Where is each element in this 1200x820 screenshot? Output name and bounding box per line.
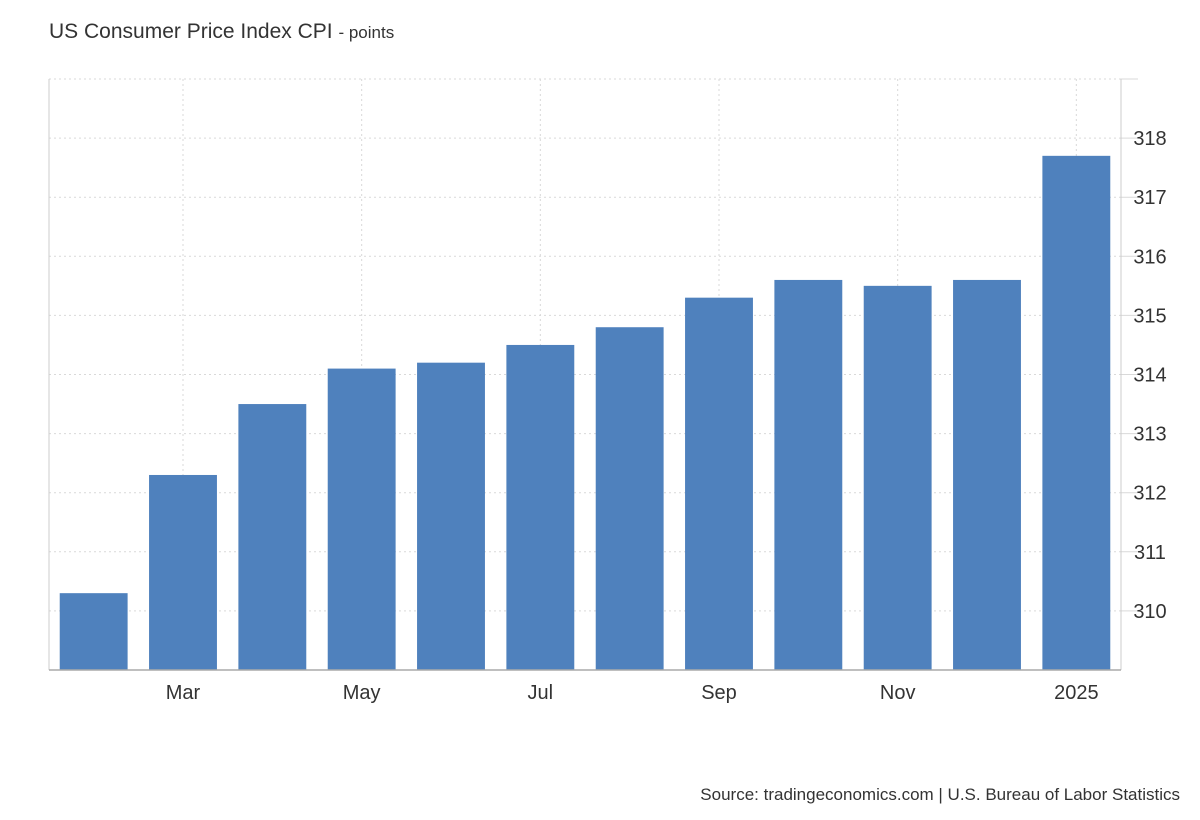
y-tick-label: 318	[1133, 128, 1166, 150]
y-tick-label: 311	[1134, 542, 1166, 564]
x-axis-ticks: Mar May Jul Sep Nov 2025	[166, 682, 1099, 704]
x-tick-label: May	[343, 682, 381, 704]
y-tick-label: 314	[1133, 365, 1166, 387]
x-tick-label: Nov	[880, 682, 916, 704]
y-tick-label: 312	[1133, 483, 1166, 505]
bar	[59, 593, 128, 670]
y-tick-label: 317	[1133, 187, 1166, 209]
bar	[1042, 155, 1111, 670]
source-note: Source: tradingeconomics.com | U.S. Bure…	[700, 785, 1180, 804]
bar	[417, 362, 485, 670]
x-tick-label: Jul	[528, 682, 554, 704]
bar	[595, 327, 664, 670]
bar	[953, 279, 1021, 670]
bar	[774, 279, 843, 670]
y-tick-label: 310	[1133, 601, 1166, 623]
chart-unit: - points	[338, 23, 395, 42]
bar	[506, 344, 575, 670]
y-tick-label: 313	[1133, 424, 1166, 446]
bar	[149, 474, 217, 670]
chart-title-text: US Consumer Price Index CPI	[49, 20, 333, 43]
y-axis-ticks: 310 311 312 313 314 315 316 317 318	[1133, 128, 1166, 623]
y-tick-label: 315	[1133, 305, 1166, 327]
axes	[48, 79, 1122, 671]
bar	[327, 368, 396, 670]
bars	[59, 155, 1111, 670]
bar	[685, 297, 753, 670]
bar	[238, 404, 307, 670]
x-tick-label: Sep	[701, 682, 737, 704]
x-tick-label: Mar	[166, 682, 201, 704]
y-tick-label: 316	[1133, 246, 1166, 268]
bar	[863, 285, 932, 670]
x-tick-label: 2025	[1054, 682, 1099, 704]
chart-title: US Consumer Price Index CPI - points	[49, 20, 394, 44]
